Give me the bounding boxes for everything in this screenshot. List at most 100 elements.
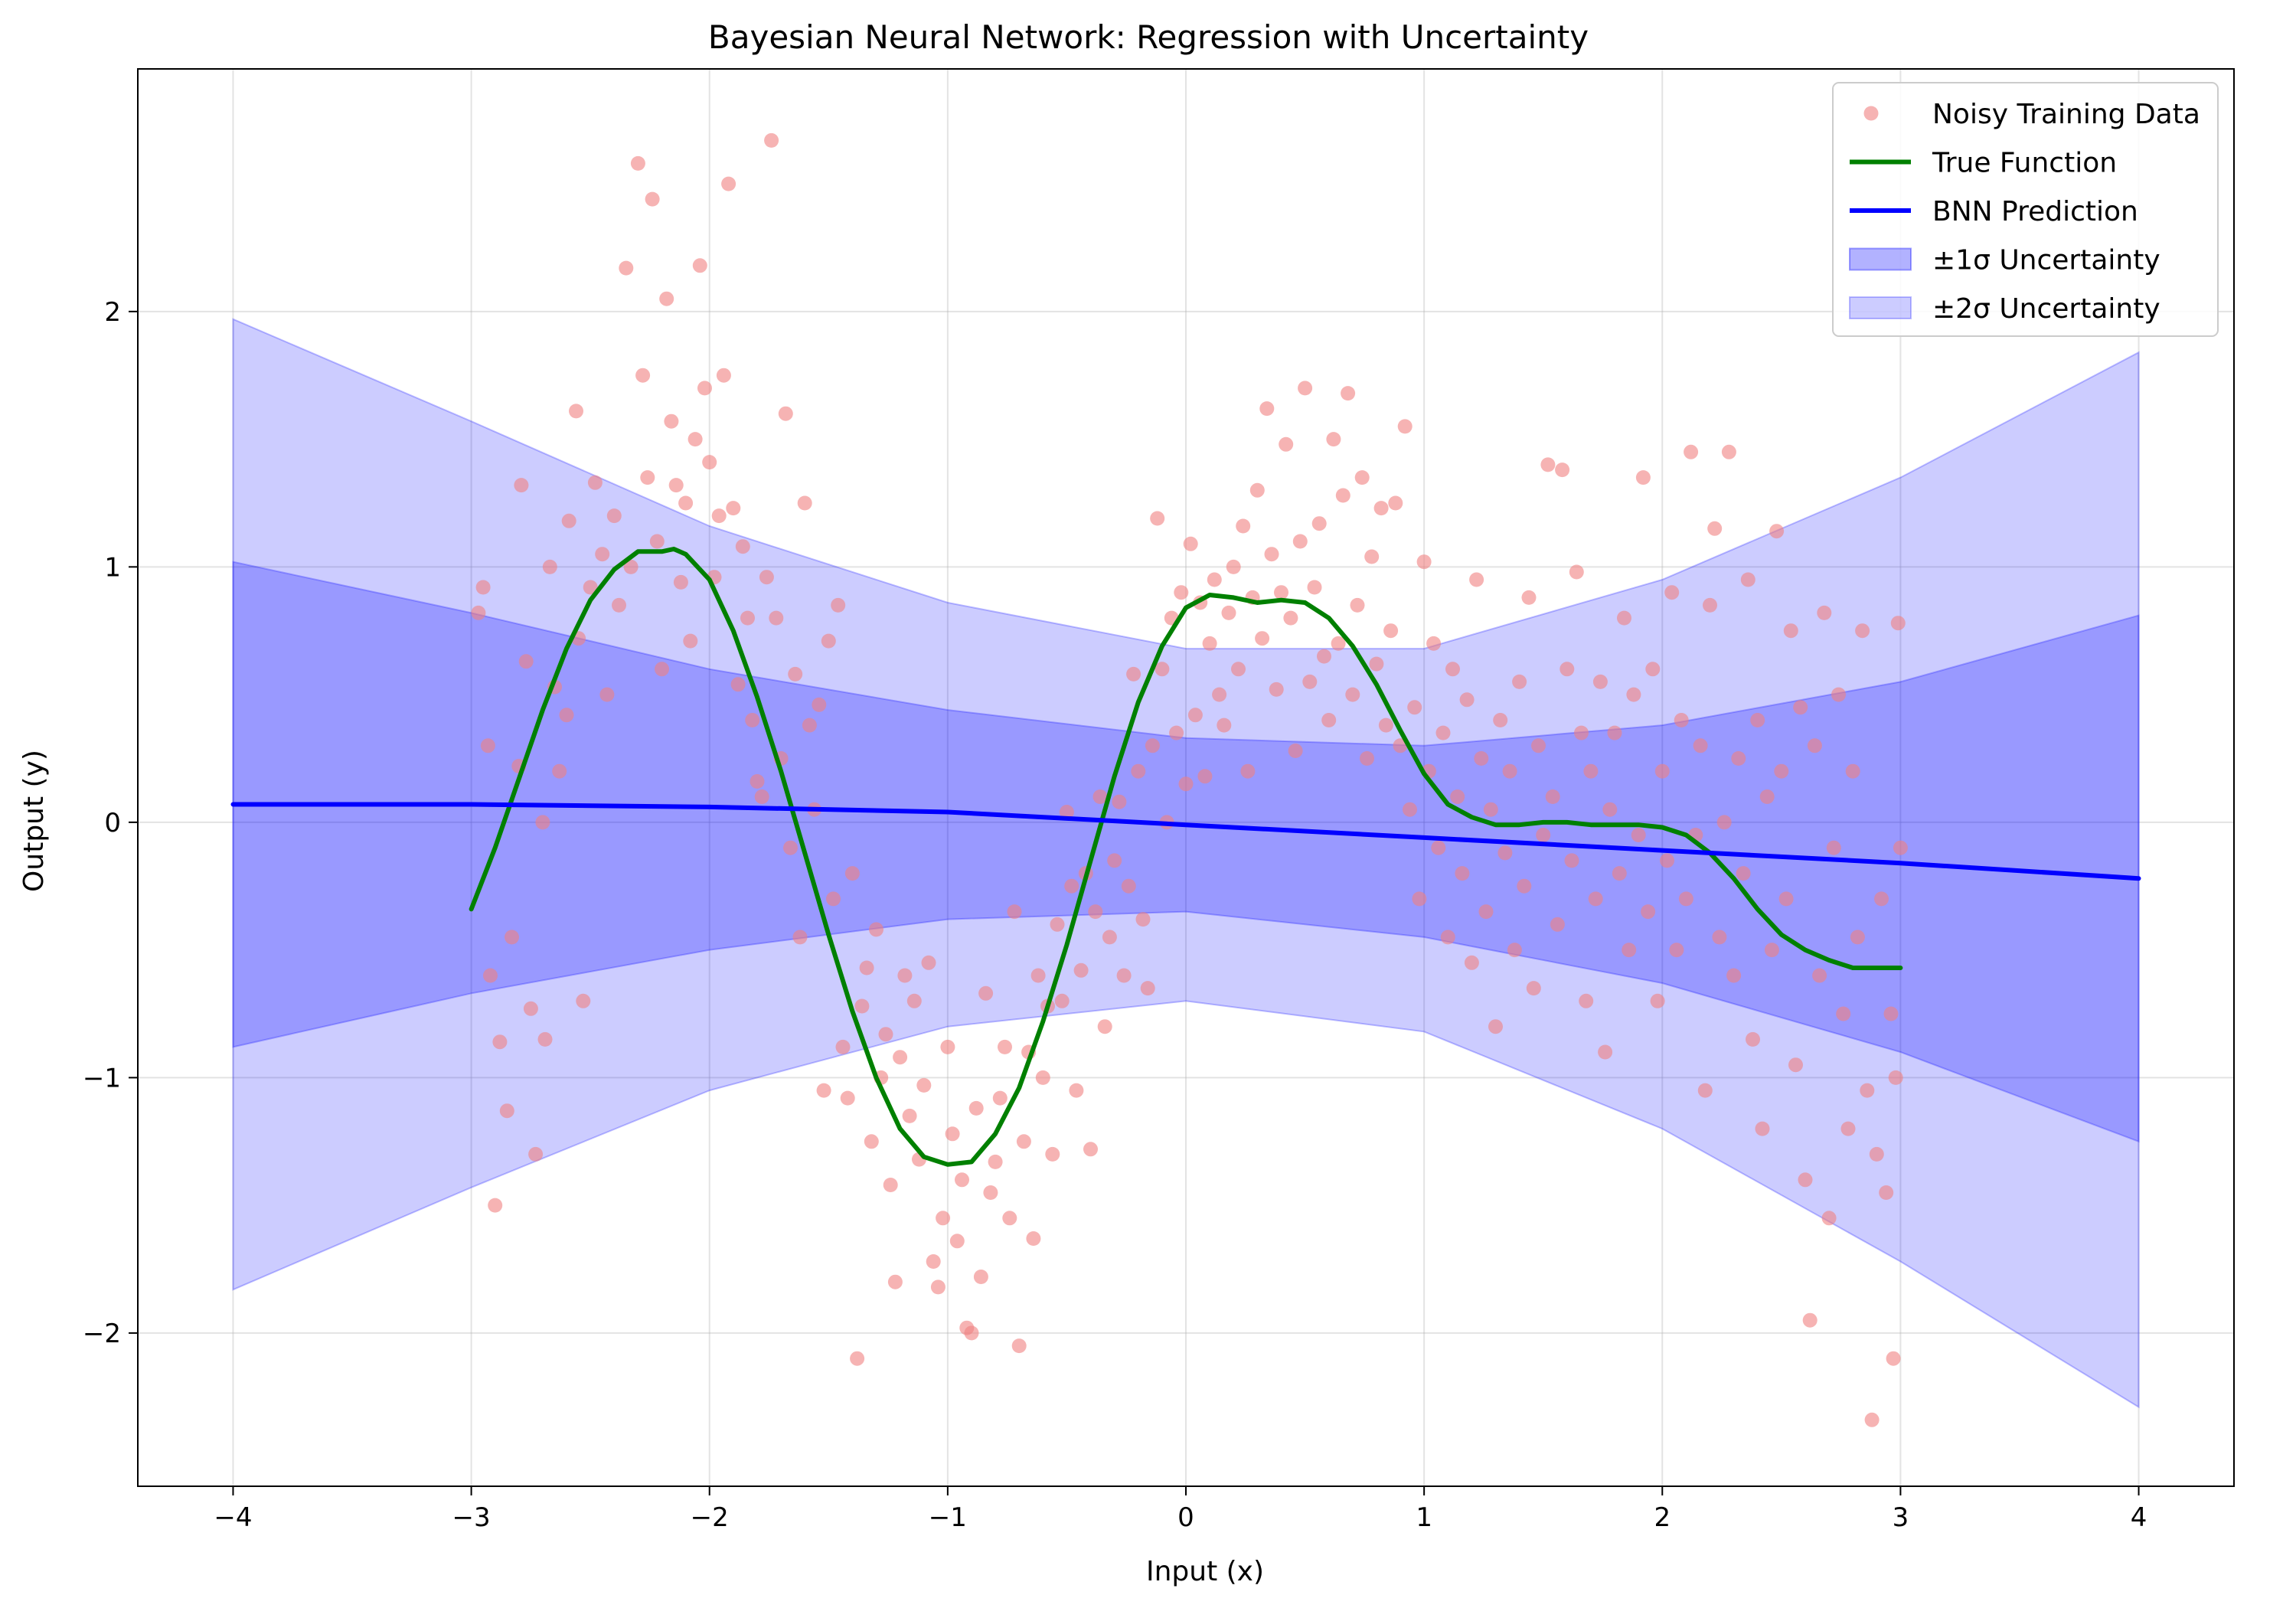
- scatter-point: [1202, 636, 1217, 651]
- scatter-point: [1631, 828, 1646, 842]
- scatter-point: [1360, 751, 1374, 766]
- scatter-point: [514, 478, 529, 493]
- scatter-point: [1174, 585, 1189, 600]
- scatter-point: [1512, 674, 1527, 689]
- legend-label: ±2σ Uncertainty: [1932, 293, 2160, 325]
- scatter-point: [1341, 386, 1356, 401]
- scatter-point: [1645, 662, 1661, 677]
- scatter-point: [1426, 636, 1442, 651]
- scatter-point: [1716, 815, 1732, 830]
- scatter-point: [1455, 866, 1470, 881]
- scatter-point: [1403, 802, 1417, 817]
- scatter-point: [1888, 1070, 1903, 1085]
- scatter-point: [940, 1039, 955, 1054]
- scatter-point: [740, 610, 755, 626]
- scatter-point: [655, 662, 669, 677]
- scatter-point: [1483, 802, 1498, 817]
- scatter-point: [1617, 610, 1631, 626]
- scatter-point: [1783, 623, 1798, 639]
- y-tick-label: −1: [83, 1063, 121, 1093]
- scatter-point: [1016, 1134, 1031, 1149]
- scatter-point: [854, 998, 870, 1014]
- scatter-point: [1521, 590, 1537, 605]
- y-tick-label: −2: [83, 1319, 121, 1349]
- scatter-point: [930, 1280, 946, 1295]
- scatter-point: [1769, 524, 1785, 539]
- scatter-point: [1431, 840, 1446, 855]
- scatter-point: [1550, 917, 1565, 932]
- x-tick-label: 1: [1416, 1502, 1432, 1533]
- scatter-point: [1464, 955, 1479, 970]
- scatter-point: [973, 1270, 988, 1284]
- y-tick-label: 2: [104, 297, 121, 328]
- scatter-point: [816, 1083, 831, 1098]
- scatter-point: [1517, 878, 1532, 894]
- scatter-point: [964, 1325, 979, 1341]
- scatter-point: [745, 713, 760, 727]
- scatter-point: [552, 763, 567, 779]
- scatter-point: [664, 413, 679, 429]
- scatter-point: [649, 534, 665, 549]
- x-tick-label: −1: [929, 1502, 967, 1533]
- scatter-point: [1183, 536, 1198, 551]
- scatter-point: [692, 258, 707, 273]
- scatter-point: [1497, 845, 1513, 861]
- scatter-point: [1207, 572, 1222, 587]
- scatter-point: [1635, 470, 1651, 485]
- scatter-point: [1712, 930, 1727, 945]
- scatter-point: [1331, 636, 1346, 651]
- scatter-point: [1807, 738, 1822, 753]
- scatter-point: [844, 866, 860, 881]
- scatter-point: [1073, 963, 1089, 978]
- scatter-point: [645, 191, 660, 207]
- scatter-point: [754, 789, 769, 804]
- scatter-point: [1378, 717, 1393, 733]
- scatter-point: [1474, 751, 1489, 766]
- scatter-point: [1107, 853, 1122, 868]
- scatter-point: [1035, 1070, 1050, 1085]
- scatter-point: [735, 539, 750, 554]
- scatter-point: [1092, 789, 1108, 804]
- scatter-point: [1450, 789, 1465, 804]
- scatter-point: [1026, 1231, 1041, 1246]
- scatter-point: [569, 404, 583, 419]
- scatter-point: [1507, 943, 1522, 958]
- scatter-point: [1755, 1121, 1770, 1136]
- scatter-point: [1478, 904, 1494, 920]
- scatter-point: [1236, 518, 1251, 534]
- legend-swatch-scatter: [1863, 106, 1879, 121]
- scatter-point: [1150, 511, 1165, 526]
- scatter-point: [1054, 993, 1070, 1008]
- scatter-point: [595, 547, 610, 562]
- scatter-point: [1155, 662, 1170, 677]
- scatter-point: [1007, 904, 1022, 920]
- scatter-point: [1750, 713, 1765, 727]
- scatter-point: [1269, 681, 1284, 697]
- scatter-point: [998, 1039, 1012, 1054]
- scatter-point: [1874, 891, 1889, 907]
- scatter-point: [1493, 713, 1508, 727]
- x-tick-label: −3: [452, 1502, 491, 1533]
- sigma1-band: [232, 561, 2140, 1143]
- scatter-point: [1788, 1057, 1803, 1073]
- scatter-point: [623, 559, 639, 574]
- y-tick-label: 1: [104, 552, 121, 583]
- scatter-point: [1298, 381, 1313, 396]
- scatter-point: [1217, 717, 1232, 733]
- x-tick-label: −2: [691, 1502, 729, 1533]
- scatter-point: [1249, 482, 1265, 498]
- scatter-point: [1583, 763, 1599, 779]
- scatter-point: [1693, 738, 1708, 753]
- scatter-point: [702, 455, 717, 470]
- scatter-point: [730, 677, 746, 692]
- scatter-point: [1259, 401, 1275, 417]
- scatter-point: [1869, 1146, 1884, 1162]
- scatter-point: [583, 580, 598, 595]
- scatter-point: [1097, 1019, 1112, 1034]
- scatter-point: [764, 132, 779, 148]
- scatter-point: [1886, 1351, 1901, 1366]
- x-tick-label: 2: [1654, 1502, 1671, 1533]
- scatter-point: [778, 406, 793, 421]
- scatter-point: [797, 495, 812, 511]
